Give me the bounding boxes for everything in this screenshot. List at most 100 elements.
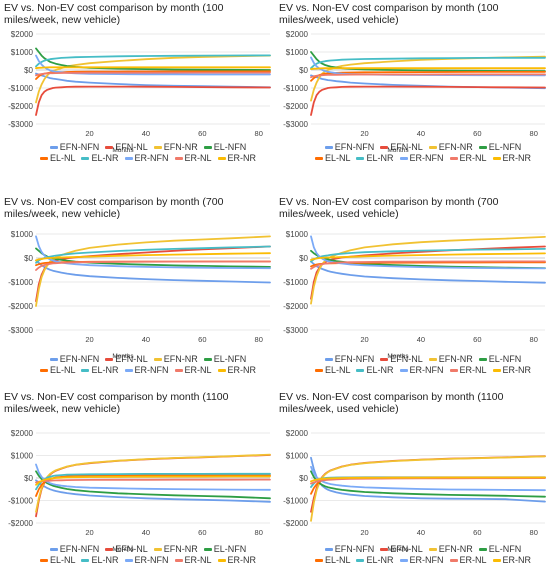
- legend-label: EFN-NL: [390, 354, 423, 364]
- chart-panel-1100-new: EV vs. Non-EV cost comparison by month (…: [0, 389, 275, 583]
- legend-label: EFN-NL: [115, 142, 148, 152]
- y-tick-label: -$3000: [8, 326, 33, 335]
- legend-item-el-nl: EL-NL: [39, 555, 76, 566]
- x-tick-label: 40: [417, 528, 425, 537]
- y-tick-label: $2000: [11, 30, 34, 39]
- legend-label: ER-NFN: [134, 555, 169, 565]
- legend-item-efn-nl: EFN-NL: [380, 354, 423, 365]
- series-line-efn-nr: [35, 54, 271, 104]
- legend-label: ER-NR: [502, 555, 532, 565]
- legend-item-efn-nl: EFN-NL: [105, 142, 148, 153]
- legend-swatch: [217, 559, 226, 563]
- legend-item-efn-nl: EFN-NL: [105, 354, 148, 365]
- legend-swatch: [203, 358, 212, 362]
- series-line-er-nr: [310, 252, 546, 261]
- legend-label: EFN-NR: [163, 354, 198, 364]
- legend-swatch: [324, 146, 333, 150]
- legend-swatch: [478, 548, 487, 552]
- legend-swatch: [356, 157, 365, 161]
- legend-label: EL-NL: [324, 153, 351, 163]
- chart-title: EV vs. Non-EV cost comparison by month (…: [4, 2, 224, 26]
- y-tick-label: $0: [24, 474, 33, 483]
- legend-label: EL-NL: [324, 555, 351, 565]
- legend-label: EFN-NFN: [334, 354, 375, 364]
- x-tick-label: 40: [417, 335, 425, 344]
- x-tick-label: 20: [85, 129, 93, 138]
- legend-item-er-nl: ER-NL: [174, 555, 212, 566]
- legend-item-efn-nfn: EFN-NFN: [49, 544, 99, 555]
- legend-label: EFN-NR: [163, 142, 198, 152]
- legend-swatch: [380, 146, 389, 150]
- series-line-el-nr: [310, 56, 546, 70]
- legend-item-el-nfn: EL-NFN: [478, 544, 521, 555]
- legend-label: ER-NFN: [134, 153, 169, 163]
- series-line-efn-nl: [35, 454, 271, 518]
- legend-swatch: [492, 559, 501, 563]
- legend-swatch: [324, 358, 333, 362]
- legend-item-er-nl: ER-NL: [174, 153, 212, 164]
- legend-label: EFN-NFN: [59, 354, 100, 364]
- legend-swatch: [39, 157, 48, 161]
- legend-label: ER-NR: [502, 153, 532, 163]
- legend-swatch: [478, 146, 487, 150]
- legend-label: EL-NL: [49, 555, 76, 565]
- series-line-efn-nl: [35, 85, 271, 116]
- y-tick-label: $0: [299, 66, 308, 75]
- legend-swatch: [153, 548, 162, 552]
- legend-swatch: [380, 548, 389, 552]
- x-tick-label: 20: [85, 528, 93, 537]
- legend-item-er-nl: ER-NL: [449, 365, 487, 376]
- chart-title: EV vs. Non-EV cost comparison by month (…: [279, 2, 499, 26]
- legend-swatch: [380, 358, 389, 362]
- legend-label: EFN-NR: [438, 544, 473, 554]
- x-tick-label: 20: [360, 129, 368, 138]
- x-axis-label: Months: [112, 546, 134, 553]
- legend-swatch: [428, 358, 437, 362]
- legend-item-efn-nfn: EFN-NFN: [324, 544, 375, 555]
- legend-label: EFN-NFN: [334, 544, 375, 554]
- legend-label: EFN-NFN: [59, 142, 100, 152]
- chart-panel-1100-used: EV vs. Non-EV cost comparison by month (…: [275, 389, 550, 583]
- x-tick-label: 20: [85, 335, 93, 344]
- legend-swatch: [81, 559, 90, 563]
- y-tick-label: $0: [24, 66, 33, 75]
- legend-label: EL-NR: [366, 555, 394, 565]
- legend-item-efn-nr: EFN-NR: [153, 142, 198, 153]
- x-tick-label: 60: [473, 528, 481, 537]
- legend-item-el-nl: EL-NL: [39, 153, 76, 164]
- y-tick-label: -$2000: [8, 519, 33, 528]
- legend-item-el-nl: EL-NL: [314, 555, 351, 566]
- legend-item-el-nfn: EL-NFN: [203, 142, 246, 153]
- y-tick-label: -$3000: [8, 120, 33, 129]
- chart-panel-100-new: EV vs. Non-EV cost comparison by month (…: [0, 0, 275, 194]
- plot-area: $2000 $1000 $0 -$1000 -$2000 20 40 60 80 Months: [283, 429, 546, 553]
- legend-label: EL-NL: [49, 153, 76, 163]
- legend-label: EL-NR: [366, 365, 394, 375]
- y-tick-label: $2000: [11, 429, 34, 438]
- legend-item-el-nr: EL-NR: [81, 365, 119, 376]
- y-tick-label: -$2000: [283, 302, 308, 311]
- legend-item-efn-nfn: EFN-NFN: [324, 142, 374, 153]
- legend-item-el-nr: EL-NR: [81, 153, 119, 164]
- legend-label: ER-NFN: [134, 365, 169, 375]
- y-tick-label: $1000: [11, 48, 34, 57]
- legend-item-efn-nl: EFN-NL: [380, 142, 423, 153]
- x-axis-label: Months: [387, 147, 409, 154]
- legend-swatch: [49, 358, 58, 362]
- legend: EFN-NFN EFN-NL EFN-NR EL-NFN EL-NL EL-NR ER-NF…: [28, 354, 268, 376]
- y-tick-label: -$1000: [8, 278, 33, 287]
- series-line-efn-nfn: [35, 259, 271, 284]
- legend-swatch: [153, 358, 162, 362]
- x-tick-label: 40: [417, 129, 425, 138]
- y-tick-label: -$2000: [283, 102, 308, 111]
- y-tick-label: -$2000: [283, 519, 308, 528]
- legend-swatch: [492, 369, 501, 373]
- y-tick-label: $2000: [286, 30, 309, 39]
- series-line-er-nl: [35, 478, 271, 484]
- legend-label: EFN-NL: [115, 354, 148, 364]
- legend-swatch: [174, 369, 183, 373]
- legend-swatch: [174, 559, 183, 563]
- legend-label: EL-NL: [324, 365, 351, 375]
- legend-label: ER-NL: [459, 365, 487, 375]
- legend-label: ER-NFN: [409, 153, 444, 163]
